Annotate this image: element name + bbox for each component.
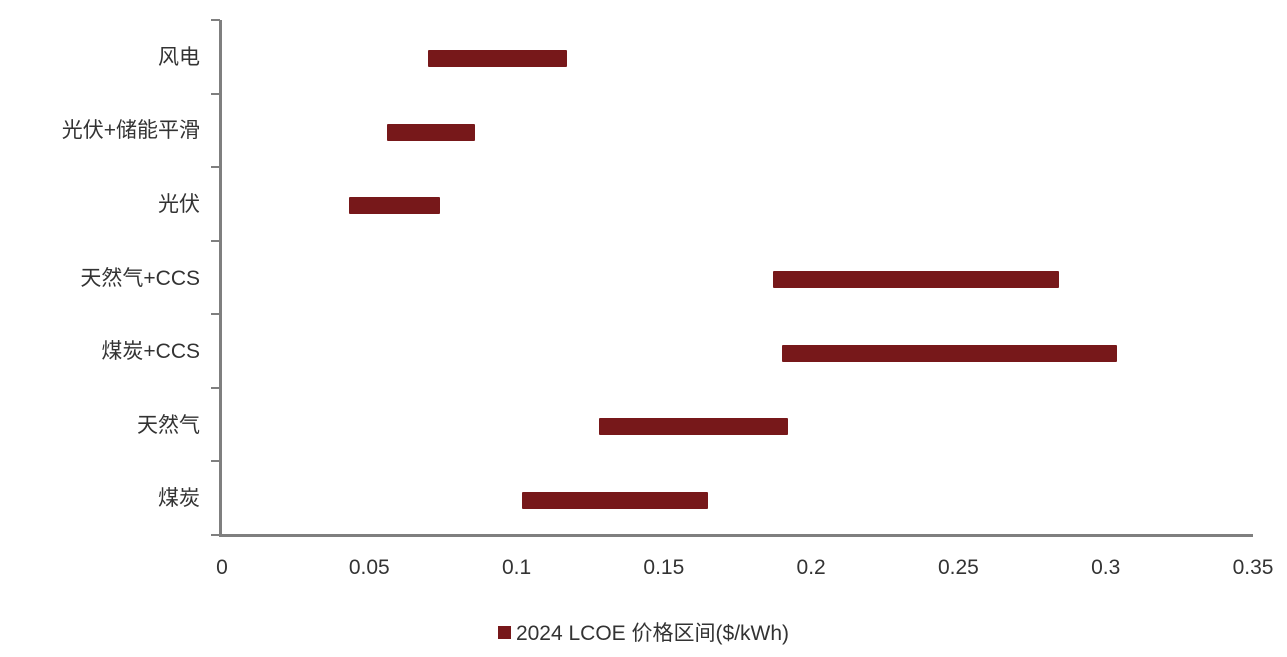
x-axis-tick-label: 0: [216, 556, 228, 579]
range-bar: [522, 491, 709, 509]
category-label: 风电: [158, 45, 200, 69]
y-axis-tick: [211, 460, 220, 463]
range-bar: [599, 418, 788, 436]
legend-label: 2024 LCOE 价格区间($/kWh): [515, 622, 790, 645]
range-bar: [386, 123, 476, 141]
x-axis-tick-label: 0.15: [643, 556, 685, 579]
range-bar: [428, 50, 567, 68]
category-label: 光伏: [158, 192, 200, 216]
legend-swatch-icon: [497, 625, 511, 639]
category-label: 天然气+CCS: [80, 266, 200, 290]
range-bar: [772, 271, 1059, 288]
category-label: 天然气: [137, 413, 200, 437]
y-axis-tick: [211, 239, 220, 242]
x-axis-tick-label: 0.3: [1091, 556, 1121, 579]
y-axis-tick: [211, 386, 220, 389]
x-axis-tick-label: 0.05: [348, 556, 390, 579]
chart-legend: 2024 LCOE 价格区间($/kWh): [0, 617, 1287, 647]
y-axis-tick: [211, 313, 220, 316]
category-label: 光伏+储能平滑: [61, 119, 200, 143]
category-label: 煤炭: [158, 487, 200, 511]
category-label: 煤炭+CCS: [101, 340, 200, 364]
range-bar: [781, 344, 1118, 362]
y-axis-line: [219, 20, 222, 537]
y-axis-tick: [211, 19, 220, 21]
x-axis-tick-label: 0.25: [937, 556, 979, 579]
x-axis-line: [219, 534, 1253, 537]
range-bar: [348, 197, 440, 215]
x-axis-tick-label: 0.2: [796, 556, 826, 579]
x-axis-tick-label: 0.35: [1232, 556, 1274, 579]
y-axis-tick: [211, 534, 220, 536]
y-axis-tick: [211, 166, 220, 169]
x-axis-tick-label: 0.1: [501, 556, 532, 579]
y-axis-tick: [211, 92, 220, 95]
